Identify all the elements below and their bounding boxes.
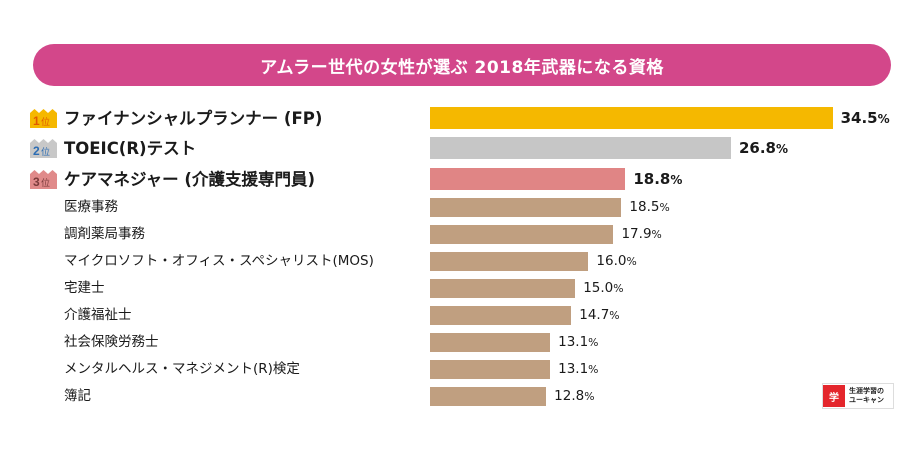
data-label-value: 26.8	[738, 139, 776, 157]
chart-title-banner: アムラー世代の女性が選ぶ 2018年武器になる資格	[33, 44, 891, 86]
bar	[430, 387, 547, 406]
data-label: 18.5%	[629, 198, 669, 217]
data-label-unit: %	[670, 173, 683, 187]
data-label-unit: %	[609, 309, 620, 322]
category-label: ファイナンシャルプランナー (FP)	[64, 109, 323, 128]
svg-text:3: 3	[33, 175, 40, 189]
data-label-unit: %	[775, 142, 788, 156]
data-label-value: 12.8	[554, 388, 585, 404]
data-label: 12.8%	[554, 387, 594, 406]
category-label: ケアマネジャー (介護支援専門員)	[64, 170, 316, 189]
category-label: 社会保険労務士	[64, 334, 159, 350]
data-label-value: 34.5	[840, 109, 878, 127]
bar	[430, 360, 551, 379]
bar	[430, 333, 551, 352]
data-label-unit: %	[613, 282, 624, 295]
data-label-unit: %	[626, 255, 637, 268]
data-label-unit: %	[584, 390, 595, 403]
category-label: 宅建士	[64, 280, 105, 296]
data-label-unit: %	[651, 228, 662, 241]
data-label-value: 13.1	[558, 334, 589, 350]
category-label: 調剤薬局事務	[64, 226, 145, 242]
chart-title: アムラー世代の女性が選ぶ 2018年武器になる資格	[260, 57, 664, 78]
svg-text:位: 位	[41, 177, 50, 189]
data-label-value: 18.8	[633, 170, 671, 188]
data-label: 15.0%	[583, 279, 623, 298]
data-label-value: 17.9	[621, 226, 652, 242]
data-label-value: 15.0	[583, 280, 614, 296]
bar	[430, 225, 614, 244]
svg-text:2: 2	[33, 144, 40, 158]
bar	[430, 137, 731, 159]
data-label: 14.7%	[579, 306, 619, 325]
data-label-unit: %	[588, 336, 599, 349]
bar	[430, 198, 622, 217]
data-label-value: 14.7	[579, 307, 610, 323]
svg-text:位: 位	[41, 146, 50, 158]
data-label: 26.8%	[739, 137, 788, 160]
svg-text:位: 位	[41, 116, 50, 128]
bar	[430, 306, 572, 325]
data-label-value: 18.5	[629, 199, 660, 215]
category-label: 介護福祉士	[64, 307, 132, 323]
data-label-unit: %	[877, 112, 890, 126]
data-label: 18.8%	[633, 168, 682, 191]
data-label-unit: %	[659, 201, 670, 214]
ucan-logo-mark-icon: 学	[823, 385, 845, 407]
data-label: 13.1%	[558, 360, 598, 379]
data-label: 16.0%	[596, 252, 636, 271]
ucan-logo-text: 生涯学習の ユーキャン	[849, 387, 884, 404]
data-label-unit: %	[588, 363, 599, 376]
category-label: TOEIC(R)テスト	[64, 139, 197, 158]
svg-text:1: 1	[33, 114, 40, 128]
category-label: マイクロソフト・オフィス・スペシャリスト(MOS)	[64, 253, 374, 269]
data-label-value: 13.1	[558, 361, 589, 377]
category-label: メンタルヘルス・マネジメント(R)検定	[64, 361, 300, 377]
category-label: 簿記	[64, 388, 91, 404]
bar	[430, 168, 626, 190]
data-label: 34.5%	[841, 107, 890, 130]
bar	[430, 252, 589, 271]
data-label-value: 16.0	[596, 253, 627, 269]
data-label: 13.1%	[558, 333, 598, 352]
category-label: 医療事務	[64, 199, 118, 215]
data-label: 17.9%	[621, 225, 661, 244]
bar	[430, 107, 833, 129]
ucan-logo: 学 生涯学習の ユーキャン	[822, 383, 894, 409]
bar	[430, 279, 576, 298]
